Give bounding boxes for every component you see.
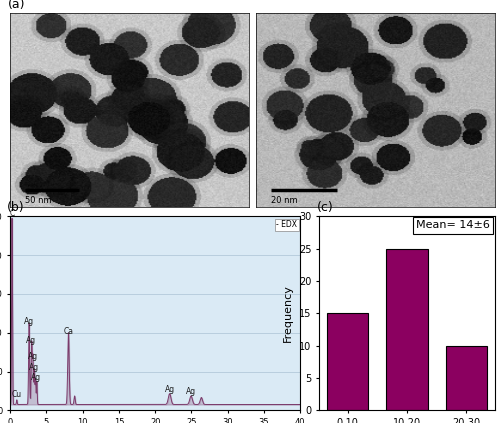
- Text: Ag: Ag: [24, 317, 34, 326]
- Text: Ag: Ag: [164, 385, 175, 394]
- Text: Ag: Ag: [26, 336, 36, 345]
- Text: Ag: Ag: [30, 363, 40, 372]
- Bar: [327, 313, 368, 410]
- Text: C: C: [10, 209, 14, 217]
- Text: Mean= 14±6: Mean= 14±6: [416, 220, 490, 230]
- Y-axis label: Frequency: Frequency: [284, 284, 294, 342]
- Bar: [386, 249, 428, 410]
- Text: - EDX: - EDX: [276, 220, 297, 229]
- Text: Cu: Cu: [12, 390, 22, 398]
- Text: (c): (c): [318, 201, 334, 214]
- Text: Ag: Ag: [30, 374, 40, 382]
- Bar: [446, 346, 487, 410]
- Text: 50 nm: 50 nm: [25, 196, 52, 206]
- Text: Ca: Ca: [64, 327, 74, 336]
- Text: Ag: Ag: [186, 387, 196, 396]
- Text: Ag: Ag: [28, 352, 38, 361]
- Text: (b): (b): [7, 201, 24, 214]
- Text: (a): (a): [8, 0, 25, 11]
- Text: 20 nm: 20 nm: [271, 196, 297, 206]
